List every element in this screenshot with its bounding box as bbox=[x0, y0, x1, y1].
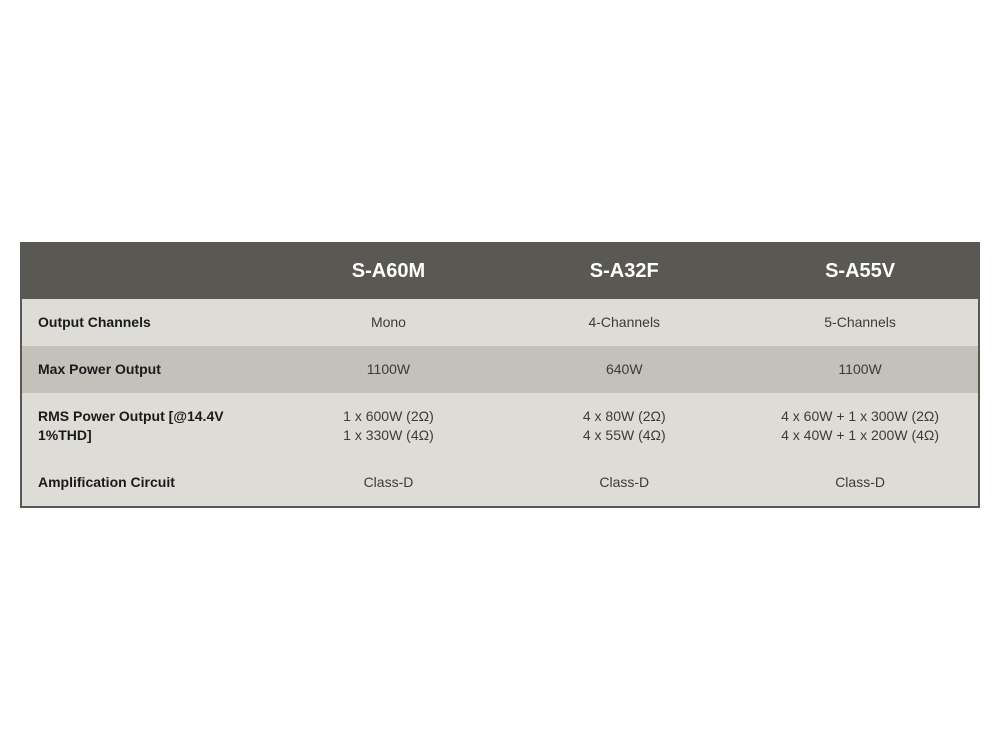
table-cell: Class-D bbox=[742, 459, 978, 506]
table-cell: 5-Channels bbox=[742, 299, 978, 346]
header-col-3: S-A55V bbox=[742, 244, 978, 299]
table-cell: Class-D bbox=[271, 459, 507, 506]
table-cell: 4 x 80W (2Ω) 4 x 55W (4Ω) bbox=[506, 393, 742, 459]
table-cell: 640W bbox=[506, 346, 742, 393]
row-label: RMS Power Output [@14.4V 1%THD] bbox=[22, 393, 271, 459]
row-label: Output Channels bbox=[22, 299, 271, 346]
table-header-row: S-A60M S-A32F S-A55V bbox=[22, 244, 978, 299]
cell-line: 4 x 60W + 1 x 300W (2Ω) bbox=[758, 407, 962, 426]
spec-table-container: S-A60M S-A32F S-A55V Output Channels Mon… bbox=[20, 242, 980, 507]
table-cell: 1 x 600W (2Ω) 1 x 330W (4Ω) bbox=[271, 393, 507, 459]
table-row: Output Channels Mono 4-Channels 5-Channe… bbox=[22, 299, 978, 346]
spec-table: S-A60M S-A32F S-A55V Output Channels Mon… bbox=[22, 244, 978, 505]
header-col-2: S-A32F bbox=[506, 244, 742, 299]
row-label: Max Power Output bbox=[22, 346, 271, 393]
table-cell: 4 x 60W + 1 x 300W (2Ω) 4 x 40W + 1 x 20… bbox=[742, 393, 978, 459]
table-row: RMS Power Output [@14.4V 1%THD] 1 x 600W… bbox=[22, 393, 978, 459]
table-cell: Class-D bbox=[506, 459, 742, 506]
table-cell: 4-Channels bbox=[506, 299, 742, 346]
cell-line: 4 x 80W (2Ω) bbox=[522, 407, 726, 426]
cell-line: 1 x 600W (2Ω) bbox=[287, 407, 491, 426]
canvas: S-A60M S-A32F S-A55V Output Channels Mon… bbox=[0, 0, 1000, 750]
cell-line: 4 x 40W + 1 x 200W (4Ω) bbox=[758, 426, 962, 445]
table-cell: Mono bbox=[271, 299, 507, 346]
cell-line: 1 x 330W (4Ω) bbox=[287, 426, 491, 445]
row-label: Amplification Circuit bbox=[22, 459, 271, 506]
header-blank bbox=[22, 244, 271, 299]
header-col-1: S-A60M bbox=[271, 244, 507, 299]
table-cell: 1100W bbox=[742, 346, 978, 393]
cell-line: 4 x 55W (4Ω) bbox=[522, 426, 726, 445]
table-row: Max Power Output 1100W 640W 1100W bbox=[22, 346, 978, 393]
table-row: Amplification Circuit Class-D Class-D Cl… bbox=[22, 459, 978, 506]
table-cell: 1100W bbox=[271, 346, 507, 393]
